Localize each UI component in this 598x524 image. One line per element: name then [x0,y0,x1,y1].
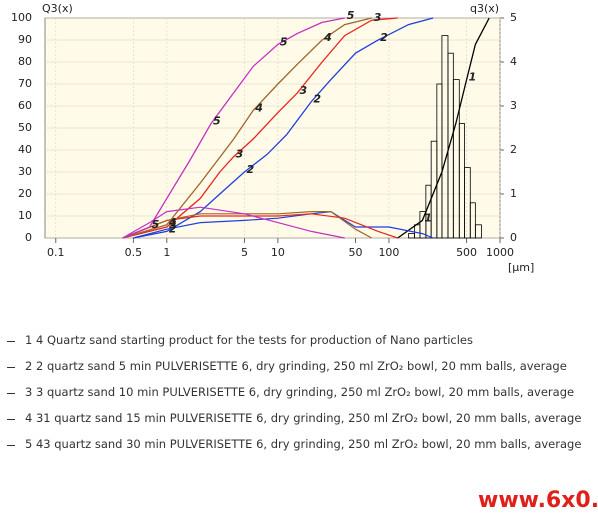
legend: 1 4 Quartz sand starting product for the… [0,332,598,462]
density-line [122,206,345,239]
y-tick-label: 90 [18,33,32,46]
cumulative-line [122,17,398,239]
x-tick-label: 10 [271,246,285,259]
curve-marker: 5 [280,35,288,48]
curve-marker: 3 [236,148,244,161]
legend-entry: 1 4 Quartz sand starting product for the… [0,332,585,349]
x-tick-label: 100 [378,246,399,259]
cumulative-line [133,17,434,239]
x-tick-label: 1000 [486,246,514,259]
y2-axis-label: q3(x) [470,2,499,15]
y-tick-label: 100 [11,11,32,24]
x-tick-label: 0.1 [47,246,65,259]
curve-marker: 3 [299,84,307,97]
curve-marker: 5 [152,218,160,231]
y-tick-label: 40 [18,143,32,156]
x-axis-label: [µm] [508,261,534,274]
histogram-bar [474,224,482,239]
curve-marker: 2 [169,222,177,235]
y2-tick-label: 0 [510,231,517,244]
y-tick-label: 30 [18,165,32,178]
curve-marker: 1 [469,71,477,84]
y-tick-label: 70 [18,77,32,90]
cumulative-line [122,17,345,239]
curve-marker: 3 [374,11,382,24]
x-tick-label: 0.5 [125,246,143,259]
curve-marker: 5 [347,9,355,22]
y-tick-label: 0 [25,231,32,244]
chart: Q3(x) q3(x) [µm] 01020304050607080901000… [11,2,534,274]
curve-marker: 5 [213,115,221,128]
y2-tick-label: 4 [510,55,517,68]
density-line [122,211,372,239]
legend-entry: 3 3 quartz sand 10 min PULVERISETTE 6, d… [0,384,585,401]
curve-marker: 1 [424,211,432,224]
curve-marker: 4 [254,101,263,114]
y2-tick-label: 3 [510,99,517,112]
y2-tick-label: 5 [510,11,517,24]
x-tick-label: 1 [163,246,170,259]
curve-marker: 3 [169,218,177,231]
watermark: www.6x0.cn [472,486,598,515]
y-tick-label: 20 [18,187,32,200]
density-line [122,213,398,239]
y-tick-label: 80 [18,55,32,68]
x-tick-label: 500 [456,246,477,259]
y2-tick-label: 1 [510,187,517,200]
legend-entry: 2 2 quartz sand 5 min PULVERISETTE 6, dr… [0,358,585,375]
curve-marker: 2 [380,31,388,44]
y-tick-label: 60 [18,99,32,112]
curve-marker: 4 [168,216,177,229]
x-tick-label: 5 [241,246,248,259]
y2-tick-label: 2 [510,143,517,156]
y-axis-label: Q3(x) [42,2,73,15]
histogram-bar [469,202,476,239]
x-tick-label: 50 [349,246,363,259]
legend-entry: 4 31 quartz sand 15 min PULVERISETTE 6, … [0,410,585,427]
curve-marker: 2 [313,93,321,106]
curve-marker: 2 [246,163,254,176]
curve-marker: 4 [323,31,332,44]
legend-entry: 5 43 quartz sand 30 min PULVERISETTE 6, … [0,436,585,453]
cumulative-line [397,17,490,239]
y-tick-label: 50 [18,121,32,134]
cumulative-line [122,17,372,239]
y-tick-label: 10 [18,209,32,222]
